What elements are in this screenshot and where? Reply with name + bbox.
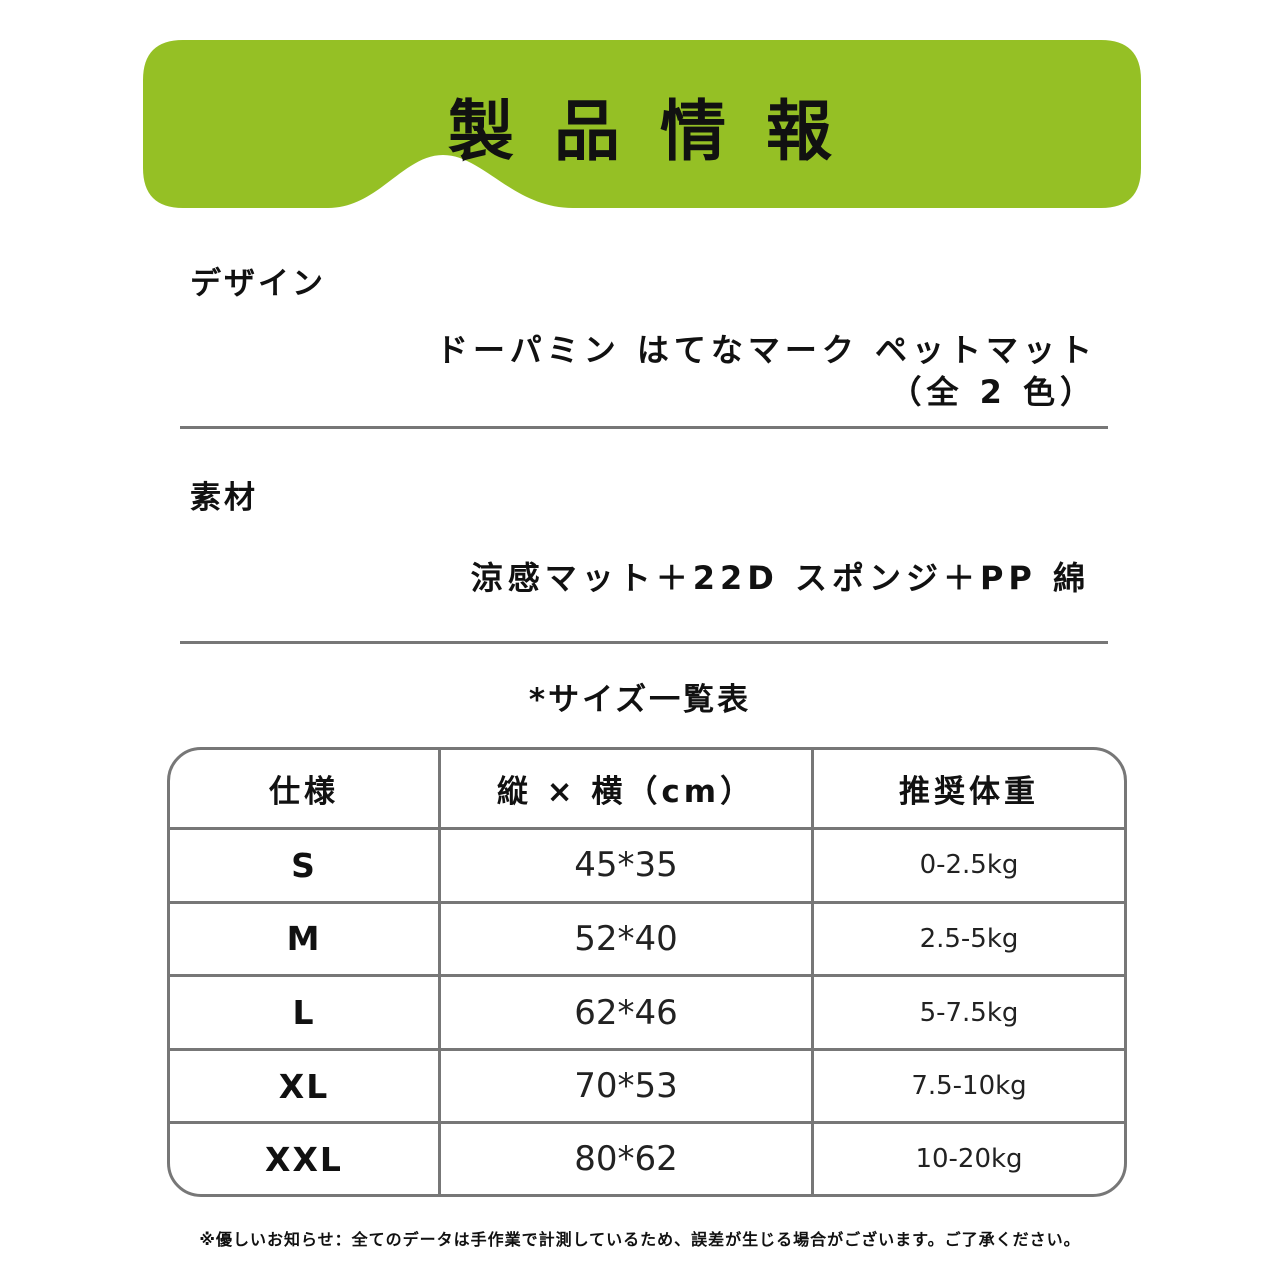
table-row: XL 70*53 7.5-10kg xyxy=(170,1047,1124,1125)
size-table-title: *サイズ一覧表 xyxy=(528,682,752,718)
size-cell: S xyxy=(170,827,441,904)
divider xyxy=(180,641,1108,644)
banner-shape xyxy=(143,40,1141,208)
weight-cell: 10-20kg xyxy=(811,1121,1124,1194)
dimension-cell: 52*40 xyxy=(438,900,814,978)
design-colors: （全 2 色） xyxy=(889,373,1097,411)
dimension-cell: 62*46 xyxy=(438,974,814,1051)
weight-cell: 7.5-10kg xyxy=(811,1047,1124,1125)
size-table: 仕様 縦 × 横（cm） 推奨体重 S 45*35 0-2.5kg M 52*4… xyxy=(167,747,1127,1197)
material-value: 涼感マット＋22D スポンジ＋PP 綿 xyxy=(470,559,1090,597)
design-value: ドーパミン はてなマーク ペットマット xyxy=(436,331,1097,369)
header-spec: 仕様 xyxy=(170,750,441,830)
table-row: S 45*35 0-2.5kg xyxy=(170,827,1124,904)
divider xyxy=(180,426,1108,429)
weight-cell: 0-2.5kg xyxy=(811,827,1124,904)
size-cell: XXL xyxy=(170,1121,441,1194)
table-row: L 62*46 5-7.5kg xyxy=(170,974,1124,1051)
measurement-note: ※優しいお知らせ：全てのデータは手作業で計測しているため、誤差が生じる場合がござ… xyxy=(199,1230,1081,1249)
design-label: デザイン xyxy=(190,266,326,302)
table-header-row: 仕様 縦 × 横（cm） 推奨体重 xyxy=(170,750,1124,830)
table-row: XXL 80*62 10-20kg xyxy=(170,1121,1124,1194)
header-dimensions: 縦 × 横（cm） xyxy=(438,750,814,830)
dimension-cell: 45*35 xyxy=(438,827,814,904)
weight-cell: 5-7.5kg xyxy=(811,974,1124,1051)
size-cell: L xyxy=(170,974,441,1051)
dimension-cell: 70*53 xyxy=(438,1047,814,1125)
table-row: M 52*40 2.5-5kg xyxy=(170,900,1124,978)
page-title: 製品情報 xyxy=(448,93,872,170)
dimension-cell: 80*62 xyxy=(438,1121,814,1194)
size-cell: M xyxy=(170,900,441,978)
material-label: 素材 xyxy=(190,480,258,516)
header-weight: 推奨体重 xyxy=(811,750,1124,830)
size-cell: XL xyxy=(170,1047,441,1125)
weight-cell: 2.5-5kg xyxy=(811,900,1124,978)
title-banner xyxy=(143,40,1141,208)
